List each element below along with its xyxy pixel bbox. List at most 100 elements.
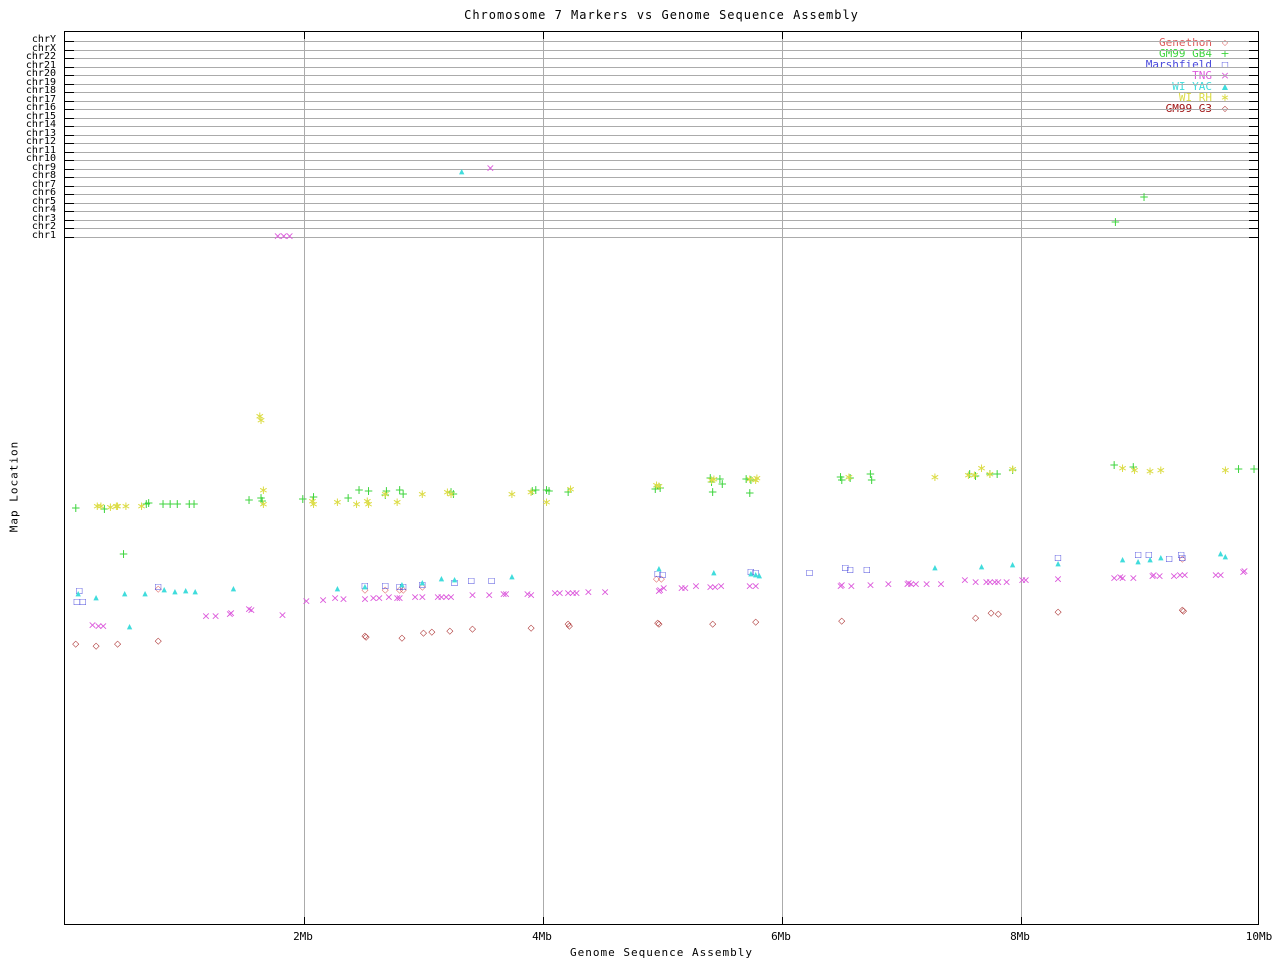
point-gm99-gb4: + — [255, 491, 266, 505]
point-wi-rh: ∗ — [750, 473, 761, 487]
point-gm99-gb4: + — [343, 491, 354, 505]
point-tng: × — [990, 575, 1000, 589]
x-tick-label: 10Mb — [1245, 930, 1273, 943]
point-wi-yac: ▲ — [75, 589, 81, 598]
mb-gridline — [543, 32, 544, 924]
point-tng: × — [338, 592, 349, 606]
point-gm99-gb4: + — [865, 467, 876, 481]
point-marshfield: □ — [450, 578, 459, 587]
y-tick-left — [65, 126, 74, 127]
point-wi-rh: ∗ — [706, 473, 717, 487]
point-gm99-g3: ◇ — [398, 633, 406, 644]
point-tng: × — [1017, 573, 1027, 587]
point-wi-yac: ▲ — [459, 167, 465, 176]
point-marshfield: □ — [395, 582, 404, 591]
point-wi-yac: ▲ — [932, 563, 938, 572]
point-wi-yac: ▲ — [438, 574, 445, 583]
y-tick-left — [65, 143, 74, 144]
point-wi-rh: ∗ — [929, 470, 940, 484]
genethon-legend-marker-icon: ◇ — [1221, 37, 1229, 47]
y-tick-label: chr3 — [31, 212, 56, 224]
point-gm99-gb4: + — [118, 547, 129, 561]
point-gm99-gb4: + — [984, 467, 995, 481]
point-genethon: ◇ — [396, 585, 404, 596]
chromosome-gridline — [65, 83, 1258, 85]
point-gm99-gb4: + — [563, 485, 574, 499]
point-wi-rh: ∗ — [1145, 464, 1156, 478]
point-gm99-g3: ◇ — [92, 641, 100, 652]
chromosome-gridline — [65, 66, 1258, 68]
chromosome-gridline — [65, 236, 1258, 238]
point-wi-yac: ▲ — [1135, 557, 1141, 566]
y-tick-right — [1249, 66, 1258, 68]
point-gm99-g3: ◇ — [362, 632, 370, 643]
point-tng: × — [246, 603, 257, 617]
point-tng: × — [1117, 571, 1128, 585]
y-tick-label: chr6 — [31, 187, 56, 198]
y-tick-left — [65, 236, 74, 238]
point-tng: × — [654, 584, 664, 598]
point-tng: × — [318, 593, 328, 607]
point-wi-rh: ∗ — [541, 495, 552, 509]
point-wi-rh: ∗ — [445, 487, 457, 501]
y-tick-label: chr22 — [25, 51, 56, 62]
point-tng: × — [677, 581, 687, 595]
point-tng: × — [1215, 568, 1226, 582]
point-wi-yac: ▲ — [1158, 553, 1164, 562]
point-marshfield: □ — [154, 582, 162, 591]
point-gm99-gb4: + — [714, 472, 725, 486]
chromosome-gridline — [65, 143, 1258, 144]
point-tng: × — [1115, 570, 1125, 584]
point-gm99-gb4: + — [836, 473, 847, 487]
point-gm99-gb4: + — [835, 470, 846, 484]
point-genethon: ◇ — [418, 582, 426, 593]
y-tick-label: chr8 — [31, 170, 56, 181]
point-wi-rh: ∗ — [653, 479, 664, 493]
point-marshfield: □ — [658, 570, 667, 579]
chromosome-gridline — [65, 194, 1258, 195]
y-tick-label: chr19 — [25, 76, 56, 88]
point-gm99-gb4: + — [705, 471, 716, 485]
point-wi-rh: ∗ — [1117, 461, 1128, 475]
point-wi-yac: ▲ — [122, 589, 128, 598]
point-genethon: ◇ — [1178, 554, 1186, 565]
point-wi-rh: ∗ — [111, 499, 122, 513]
wi-yac-legend-marker-icon: ▲ — [1221, 81, 1229, 91]
point-wi-rh: ∗ — [442, 485, 453, 499]
point-marshfield: □ — [418, 580, 427, 589]
y-tick-right — [1249, 58, 1258, 59]
chromosome-gridline — [65, 41, 1258, 42]
point-tng: × — [467, 588, 478, 602]
chromosome-gridline — [65, 160, 1258, 161]
x-tick-label: 6Mb — [771, 930, 791, 943]
y-tick-label: chr12 — [25, 136, 56, 147]
point-tng: × — [981, 575, 991, 589]
point-tng: × — [993, 575, 1003, 589]
point-tng: × — [1155, 569, 1165, 583]
point-gm99-gb4: + — [380, 488, 391, 502]
point-marshfield: □ — [751, 568, 760, 577]
point-gm99-gb4: + — [530, 483, 541, 497]
y-tick-left — [65, 211, 74, 212]
chromosome-gridline — [65, 202, 1258, 204]
chromosome-gridline — [65, 100, 1258, 102]
point-gm99-g3: ◇ — [114, 639, 122, 650]
legend-row: Marshfield □ — [1146, 58, 1238, 71]
point-marshfield: □ — [1165, 554, 1173, 563]
point-genethon: ◇ — [399, 585, 407, 596]
point-wi-rh: ∗ — [136, 499, 147, 513]
point-tng: × — [417, 590, 427, 604]
point-tng: × — [277, 608, 288, 622]
point-tng: × — [600, 585, 610, 599]
y-tick-label: chr10 — [25, 153, 56, 164]
y-tick-right — [1249, 211, 1258, 212]
point-gm99-g3: ◇ — [655, 619, 663, 630]
y-tick-label: chrX — [31, 42, 56, 54]
point-genethon: ◇ — [361, 585, 369, 596]
point-wi-yac: ▲ — [142, 589, 148, 598]
point-wi-rh: ∗ — [92, 499, 103, 513]
point-tng: × — [360, 592, 370, 606]
point-wi-yac: ▲ — [93, 593, 99, 602]
y-tick-left — [65, 41, 74, 42]
point-wi-rh: ∗ — [308, 497, 319, 511]
